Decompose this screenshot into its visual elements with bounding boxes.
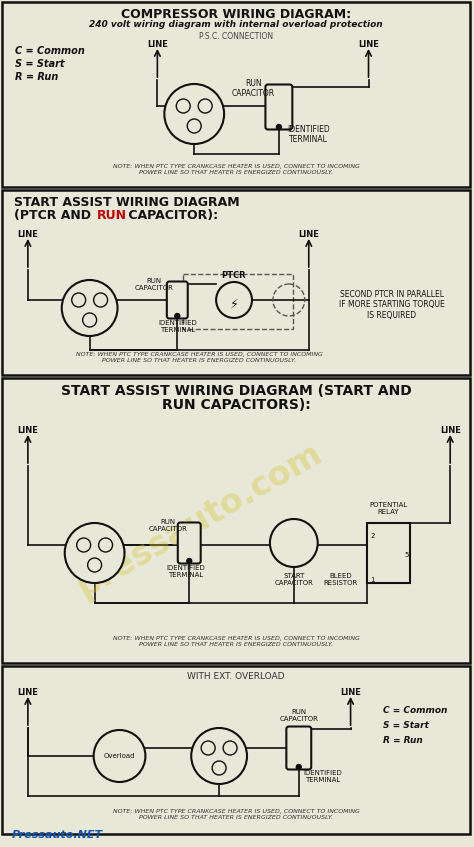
- Text: R: R: [191, 126, 197, 132]
- Text: LINE: LINE: [440, 426, 461, 435]
- Text: S: S: [98, 300, 103, 306]
- Text: RUN
CAPACITOR: RUN CAPACITOR: [135, 278, 173, 291]
- Text: RUN: RUN: [97, 209, 127, 222]
- Text: pressauto.com: pressauto.com: [71, 436, 328, 604]
- Text: NOTE: WHEN PTC TYPE CRANKCASE HEATER IS USED, CONNECT TO INCOMING
POWER LINE SO : NOTE: WHEN PTC TYPE CRANKCASE HEATER IS …: [113, 636, 359, 647]
- Text: NOTE: WHEN PTC TYPE CRANKCASE HEATER IS USED, CONNECT TO INCOMING
POWER LINE SO : NOTE: WHEN PTC TYPE CRANKCASE HEATER IS …: [76, 352, 323, 363]
- Circle shape: [212, 761, 226, 775]
- Text: 2: 2: [371, 533, 375, 539]
- Bar: [2, 666, 470, 834]
- Circle shape: [99, 538, 112, 552]
- Circle shape: [82, 313, 97, 327]
- Circle shape: [276, 125, 282, 130]
- Circle shape: [201, 741, 215, 755]
- Text: START ASSIST WIRING DIAGRAM (START AND: START ASSIST WIRING DIAGRAM (START AND: [61, 384, 411, 398]
- Bar: [2, 378, 470, 663]
- Circle shape: [223, 741, 237, 755]
- Text: POTENTIAL
RELAY: POTENTIAL RELAY: [369, 502, 408, 515]
- Text: Pressauto.NET: Pressauto.NET: [12, 830, 103, 840]
- Text: RUN
CAPACITOR: RUN CAPACITOR: [148, 519, 187, 532]
- FancyBboxPatch shape: [265, 85, 292, 130]
- Circle shape: [65, 523, 125, 583]
- Text: S: S: [203, 106, 208, 112]
- Circle shape: [72, 293, 86, 307]
- Text: C = Common: C = Common: [383, 706, 448, 715]
- Text: S = Start: S = Start: [15, 59, 64, 69]
- Text: R = Run: R = Run: [383, 736, 423, 745]
- Text: P.S.C. CONNECTION: P.S.C. CONNECTION: [199, 32, 273, 41]
- Text: SECOND PTCR IN PARALLEL
IF MORE STARTING TORQUE
IS REQUIRED: SECOND PTCR IN PARALLEL IF MORE STARTING…: [338, 290, 445, 320]
- Circle shape: [94, 293, 108, 307]
- Text: C: C: [206, 748, 211, 754]
- Text: IDENTIFIED
TERMINAL: IDENTIFIED TERMINAL: [304, 770, 343, 783]
- Text: BLEED
RESISTOR: BLEED RESISTOR: [324, 573, 358, 586]
- Text: S: S: [228, 748, 233, 754]
- Text: WITH EXT. OVERLOAD: WITH EXT. OVERLOAD: [187, 672, 285, 681]
- Bar: [2, 2, 470, 187]
- Text: LINE: LINE: [18, 426, 38, 435]
- Text: COMPRESSOR WIRING DIAGRAM:: COMPRESSOR WIRING DIAGRAM:: [121, 8, 351, 21]
- Circle shape: [175, 313, 180, 318]
- Text: C: C: [181, 106, 186, 112]
- Text: LINE: LINE: [18, 230, 38, 239]
- Text: Overload: Overload: [104, 753, 135, 759]
- FancyBboxPatch shape: [286, 727, 311, 770]
- Text: NOTE: WHEN PTC TYPE CRANKCASE HEATER IS USED, CONNECT TO INCOMING
POWER LINE SO : NOTE: WHEN PTC TYPE CRANKCASE HEATER IS …: [113, 164, 359, 174]
- Text: LINE: LINE: [340, 688, 361, 697]
- Text: 1: 1: [371, 577, 375, 583]
- Text: RUN
CAPACITOR: RUN CAPACITOR: [232, 79, 275, 98]
- Bar: [183, 274, 293, 329]
- Text: C = Common: C = Common: [15, 46, 85, 56]
- Bar: [366, 523, 410, 583]
- Text: LINE: LINE: [18, 688, 38, 697]
- Circle shape: [296, 765, 301, 770]
- Text: ⚡: ⚡: [230, 297, 238, 311]
- FancyBboxPatch shape: [178, 523, 201, 563]
- Text: S = Start: S = Start: [383, 721, 429, 730]
- Circle shape: [187, 558, 191, 563]
- Text: R: R: [87, 320, 92, 326]
- Circle shape: [94, 730, 146, 782]
- Text: LINE: LINE: [358, 40, 379, 49]
- Circle shape: [187, 119, 201, 133]
- Circle shape: [216, 282, 252, 318]
- Circle shape: [77, 538, 91, 552]
- Text: START ASSIST WIRING DIAGRAM: START ASSIST WIRING DIAGRAM: [14, 196, 239, 209]
- Text: IDENTIFIED
TERMINAL: IDENTIFIED TERMINAL: [158, 320, 197, 333]
- Text: RUN
CAPACITOR: RUN CAPACITOR: [279, 709, 318, 722]
- Text: 5: 5: [404, 552, 409, 558]
- Circle shape: [191, 728, 247, 784]
- Circle shape: [62, 280, 118, 336]
- Text: R: R: [92, 565, 97, 571]
- Circle shape: [176, 99, 190, 113]
- Text: IDENTIFIED
TERMINAL: IDENTIFIED TERMINAL: [166, 565, 205, 578]
- Text: C: C: [81, 545, 86, 551]
- Bar: [2, 190, 470, 375]
- Text: START
CAPACITOR: START CAPACITOR: [274, 573, 313, 586]
- Text: RUN CAPACITORS):: RUN CAPACITORS):: [162, 398, 310, 412]
- Circle shape: [88, 558, 101, 572]
- Text: CAPACITOR):: CAPACITOR):: [124, 209, 218, 222]
- Text: PTCR: PTCR: [222, 271, 246, 280]
- Text: LINE: LINE: [298, 230, 319, 239]
- Circle shape: [164, 84, 224, 144]
- Text: R: R: [217, 768, 222, 774]
- Text: C: C: [76, 300, 81, 306]
- Circle shape: [270, 519, 318, 567]
- Text: NOTE: WHEN PTC TYPE CRANKCASE HEATER IS USED, CONNECT TO INCOMING
POWER LINE SO : NOTE: WHEN PTC TYPE CRANKCASE HEATER IS …: [113, 809, 359, 820]
- Text: IDENTIFIED
TERMINAL: IDENTIFIED TERMINAL: [287, 125, 329, 144]
- Circle shape: [198, 99, 212, 113]
- Text: R = Run: R = Run: [15, 72, 58, 82]
- Text: 240 volt wiring diagram with internal overload protection: 240 volt wiring diagram with internal ov…: [89, 20, 383, 29]
- Text: (PTCR AND: (PTCR AND: [14, 209, 95, 222]
- FancyBboxPatch shape: [167, 281, 188, 318]
- Text: S: S: [103, 545, 108, 551]
- Text: LINE: LINE: [147, 40, 168, 49]
